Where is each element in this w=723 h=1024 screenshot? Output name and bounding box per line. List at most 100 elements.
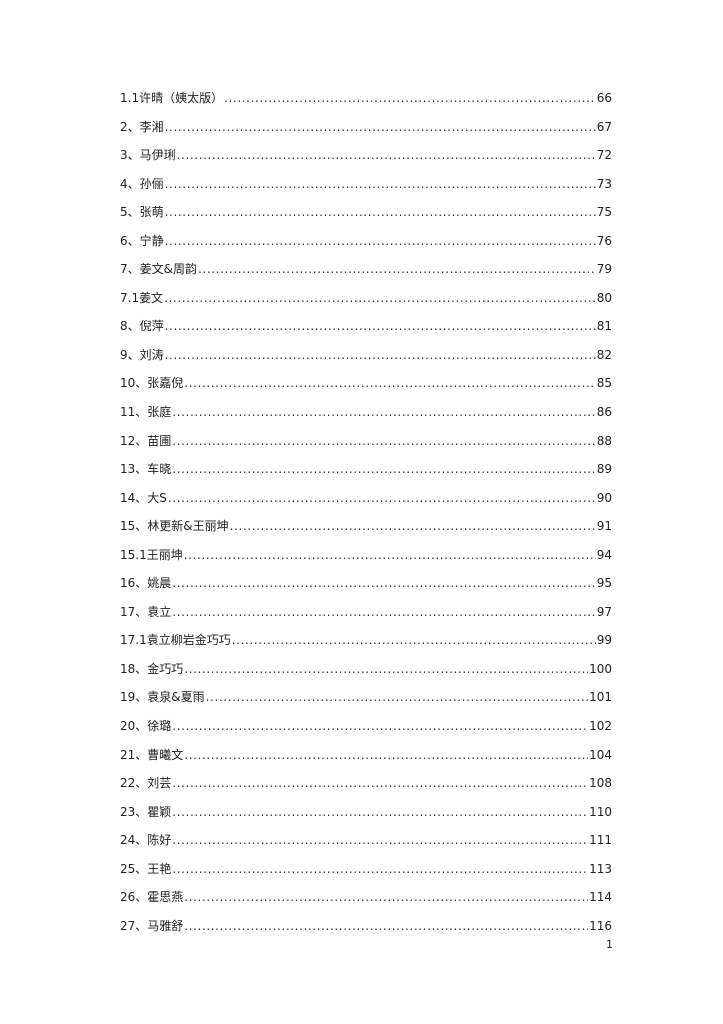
dot-leader — [184, 660, 588, 678]
toc-entry-title: 8、倪萍 — [120, 319, 164, 334]
toc-entry-page: 91 — [596, 519, 612, 534]
dot-leader — [172, 603, 595, 621]
toc-entry[interactable]: 20、徐璐 102 — [120, 717, 612, 746]
toc-entry[interactable]: 1.1许晴（姨太版） 66 — [120, 89, 612, 118]
toc-entry[interactable]: 11、张庭 86 — [120, 403, 612, 432]
toc-entry-page: 81 — [596, 319, 612, 334]
toc-entry-page: 66 — [596, 91, 612, 105]
dot-leader — [232, 631, 596, 649]
toc-entry-title: 22、刘芸 — [120, 776, 172, 791]
toc-entry-title: 19、袁泉&夏雨 — [120, 690, 205, 705]
toc-entry-page: 67 — [596, 119, 612, 134]
toc-entry[interactable]: 14、大S 90 — [120, 489, 612, 518]
toc-entry-title: 13、车晓 — [120, 462, 172, 477]
dot-leader — [224, 89, 596, 107]
toc-entry[interactable]: 22、刘芸 108 — [120, 774, 612, 803]
toc-entry-title: 1.1许晴（姨太版） — [120, 91, 224, 105]
toc-entry-title: 16、姚晨 — [120, 576, 172, 591]
toc-entry-page: 97 — [596, 604, 612, 619]
toc-entry-page: 116 — [589, 918, 612, 933]
toc-entry-title: 18、金巧巧 — [120, 661, 184, 676]
toc-entry-page: 73 — [596, 176, 612, 191]
toc-entry[interactable]: 7.1姜文 80 — [120, 289, 612, 318]
toc-entry-page: 100 — [589, 661, 612, 676]
toc-entry[interactable]: 25、王艳 113 — [120, 860, 612, 889]
dot-leader — [165, 346, 596, 364]
toc-entry-page: 80 — [596, 290, 612, 305]
dot-leader — [184, 546, 596, 564]
toc-entry-title: 14、大S — [120, 490, 167, 505]
toc-entry-title: 2、李湘 — [120, 119, 164, 134]
toc-entry-title: 3、马伊琍 — [120, 148, 176, 163]
toc-entry-page: 72 — [596, 148, 612, 163]
dot-leader — [230, 517, 596, 535]
toc-entry-page: 113 — [589, 861, 612, 876]
dot-leader — [168, 489, 596, 507]
dot-leader — [172, 774, 588, 792]
toc-entry[interactable]: 10、张嘉倪 85 — [120, 374, 612, 403]
toc-entry-title: 23、瞿颖 — [120, 804, 172, 819]
toc-entry-title: 26、霍思燕 — [120, 890, 184, 905]
toc-entry[interactable]: 26、霍思燕 114 — [120, 888, 612, 917]
toc-entry[interactable]: 5、张萌 75 — [120, 203, 612, 232]
toc-entry-page: 114 — [589, 890, 612, 905]
toc-entry[interactable]: 9、刘涛 82 — [120, 346, 612, 375]
dot-leader — [165, 317, 596, 335]
table-of-contents: 1.1许晴（姨太版） 66 2、李湘 67 3、马伊琍 72 4、孙俪 73 5、张萌 75 6、宁… — [120, 89, 612, 945]
dot-leader — [164, 289, 596, 307]
toc-entry-page: 95 — [596, 576, 612, 591]
toc-entry[interactable]: 8、倪萍 81 — [120, 317, 612, 346]
toc-entry[interactable]: 24、陈好 111 — [120, 831, 612, 860]
dot-leader — [165, 203, 596, 221]
toc-entry[interactable]: 17、袁立 97 — [120, 603, 612, 632]
toc-entry-title: 10、张嘉倪 — [120, 376, 184, 391]
toc-entry-page: 90 — [596, 490, 612, 505]
toc-entry[interactable]: 15.1王丽坤 94 — [120, 546, 612, 575]
toc-entry-title: 25、王艳 — [120, 861, 172, 876]
toc-entry-page: 89 — [596, 462, 612, 477]
toc-entry-title: 9、刘涛 — [120, 347, 164, 362]
toc-entry[interactable]: 4、孙俪 73 — [120, 175, 612, 204]
dot-leader — [206, 688, 588, 706]
toc-entry[interactable]: 21、曹曦文 104 — [120, 746, 612, 775]
dot-leader — [172, 717, 588, 735]
toc-entry-title: 11、张庭 — [120, 405, 172, 420]
toc-entry[interactable]: 16、姚晨 95 — [120, 574, 612, 603]
toc-entry-title: 12、苗圃 — [120, 433, 172, 448]
dot-leader — [177, 146, 596, 164]
toc-entry[interactable]: 7、姜文&周韵 79 — [120, 260, 612, 289]
dot-leader — [184, 374, 595, 392]
toc-entry[interactable]: 23、瞿颖 110 — [120, 803, 612, 832]
toc-entry[interactable]: 18、金巧巧 100 — [120, 660, 612, 689]
toc-entry[interactable]: 12、苗圃 88 — [120, 432, 612, 461]
toc-entry[interactable]: 2、李湘 67 — [120, 118, 612, 147]
page-number: 1 — [606, 938, 613, 951]
toc-entry-page: 110 — [589, 804, 612, 819]
dot-leader — [165, 175, 596, 193]
toc-entry-page: 76 — [596, 233, 612, 248]
toc-entry-page: 102 — [589, 719, 612, 734]
toc-entry-page: 111 — [589, 833, 612, 848]
toc-entry[interactable]: 17.1袁立柳岩金巧巧 99 — [120, 631, 612, 660]
toc-entry-title: 21、曹曦文 — [120, 747, 184, 762]
dot-leader — [172, 403, 595, 421]
toc-entry[interactable]: 15、林更新&王丽坤 91 — [120, 517, 612, 546]
dot-leader — [165, 232, 596, 250]
toc-entry[interactable]: 19、袁泉&夏雨 101 — [120, 688, 612, 717]
toc-entry-title: 7、姜文&周韵 — [120, 262, 197, 277]
toc-entry-page: 104 — [589, 747, 612, 762]
toc-entry[interactable]: 27、马雅舒 116 — [120, 917, 612, 946]
toc-entry-title: 15.1王丽坤 — [120, 547, 183, 562]
toc-entry[interactable]: 6、宁静 76 — [120, 232, 612, 261]
dot-leader — [172, 860, 588, 878]
toc-entry-page: 86 — [596, 405, 612, 420]
toc-entry-title: 6、宁静 — [120, 233, 164, 248]
toc-entry-title: 17、袁立 — [120, 604, 172, 619]
toc-entry-page: 108 — [589, 776, 612, 791]
toc-entry[interactable]: 13、车晓 89 — [120, 460, 612, 489]
toc-entry-page: 75 — [596, 205, 612, 220]
toc-entry-page: 85 — [596, 376, 612, 391]
toc-entry[interactable]: 3、马伊琍 72 — [120, 146, 612, 175]
toc-entry-title: 5、张萌 — [120, 205, 164, 220]
toc-entry-page: 82 — [596, 347, 612, 362]
